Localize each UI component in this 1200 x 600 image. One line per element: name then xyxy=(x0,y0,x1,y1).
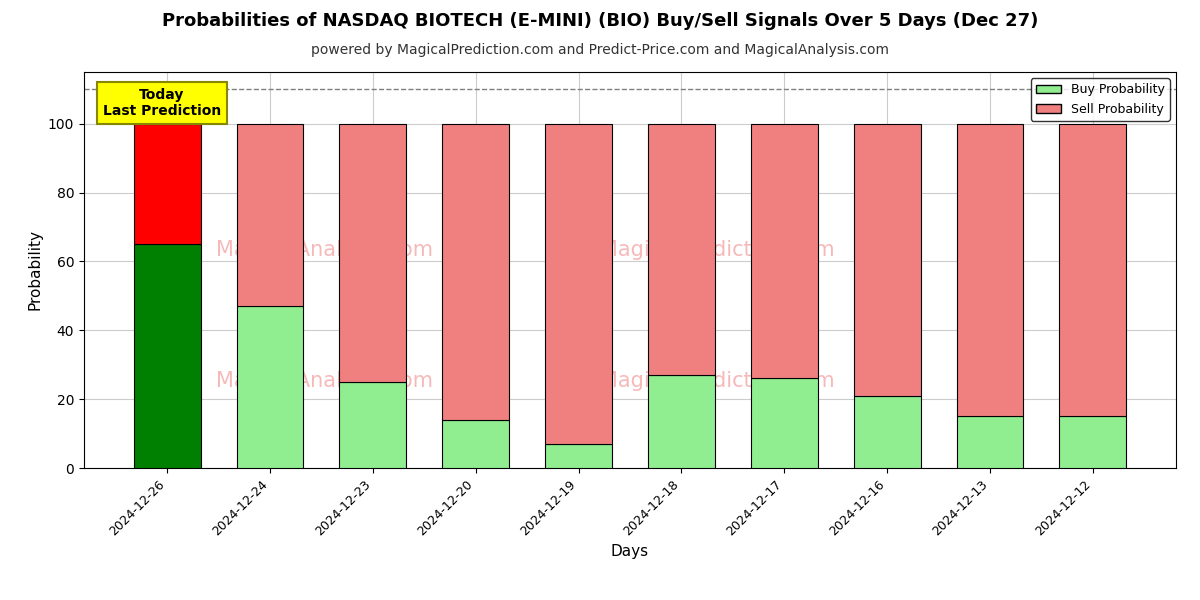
Bar xyxy=(1060,124,1127,416)
Bar xyxy=(545,124,612,444)
Bar xyxy=(853,124,920,395)
Bar xyxy=(340,124,407,382)
Bar xyxy=(236,306,304,468)
Bar xyxy=(236,124,304,306)
Bar xyxy=(751,379,817,468)
Text: powered by MagicalPrediction.com and Predict-Price.com and MagicalAnalysis.com: powered by MagicalPrediction.com and Pre… xyxy=(311,43,889,57)
X-axis label: Days: Days xyxy=(611,544,649,559)
Text: MagicalPrediction.com: MagicalPrediction.com xyxy=(600,240,835,260)
Bar xyxy=(443,124,509,420)
Y-axis label: Probability: Probability xyxy=(28,229,42,311)
Bar xyxy=(956,416,1024,468)
Bar xyxy=(956,124,1024,416)
Bar xyxy=(853,395,920,468)
Bar xyxy=(133,244,200,468)
Text: MagicalPrediction.com: MagicalPrediction.com xyxy=(600,371,835,391)
Text: Probabilities of NASDAQ BIOTECH (E-MINI) (BIO) Buy/Sell Signals Over 5 Days (Dec: Probabilities of NASDAQ BIOTECH (E-MINI)… xyxy=(162,12,1038,30)
Bar xyxy=(133,124,200,244)
Text: MagicalAnalysis.com: MagicalAnalysis.com xyxy=(216,240,433,260)
Bar xyxy=(1060,416,1127,468)
Bar xyxy=(648,124,715,375)
Bar xyxy=(443,420,509,468)
Bar xyxy=(340,382,407,468)
Text: MagicalAnalysis.com: MagicalAnalysis.com xyxy=(216,371,433,391)
Bar xyxy=(545,444,612,468)
Bar xyxy=(648,375,715,468)
Legend: Buy Probability, Sell Probability: Buy Probability, Sell Probability xyxy=(1031,78,1170,121)
Bar xyxy=(751,124,817,379)
Text: Today
Last Prediction: Today Last Prediction xyxy=(103,88,221,118)
